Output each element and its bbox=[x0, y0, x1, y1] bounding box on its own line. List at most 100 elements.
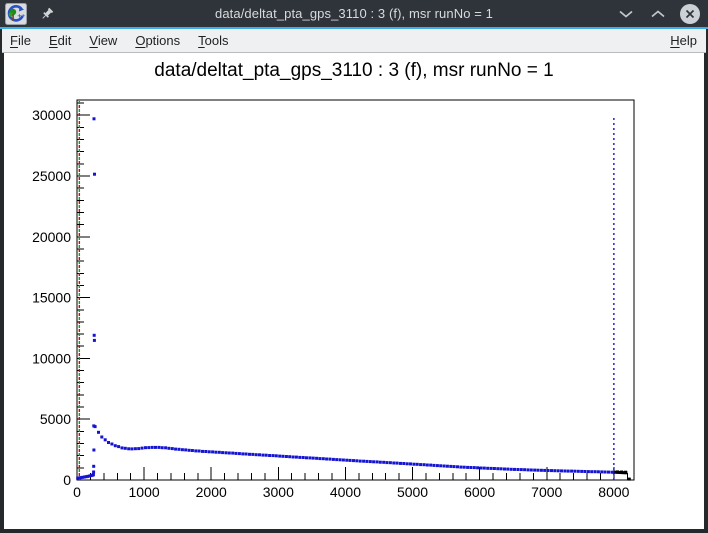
data-point bbox=[516, 468, 520, 471]
data-point bbox=[93, 425, 97, 429]
data-point bbox=[103, 438, 107, 442]
data-point bbox=[533, 468, 537, 472]
data-point bbox=[566, 469, 570, 473]
data-point bbox=[201, 449, 204, 453]
pin-icon[interactable] bbox=[39, 6, 55, 22]
data-point bbox=[271, 454, 275, 458]
data-point bbox=[221, 451, 225, 455]
data-point bbox=[321, 457, 325, 461]
data-point bbox=[415, 462, 419, 466]
data-point bbox=[92, 333, 96, 337]
data-point bbox=[308, 456, 312, 460]
data-point bbox=[211, 450, 215, 454]
data-point bbox=[536, 468, 540, 472]
x-tick-label: 7000 bbox=[531, 484, 562, 500]
data-point bbox=[237, 452, 241, 456]
data-point bbox=[204, 450, 208, 453]
menu-view[interactable]: View bbox=[89, 33, 118, 48]
data-point bbox=[147, 446, 151, 450]
data-point bbox=[539, 468, 543, 472]
data-point bbox=[123, 446, 127, 450]
data-point bbox=[368, 460, 372, 464]
data-point bbox=[92, 338, 96, 342]
data-point bbox=[338, 458, 342, 462]
data-point bbox=[348, 458, 352, 462]
menu-options[interactable]: Options bbox=[135, 33, 181, 48]
titlebar-buttons bbox=[616, 0, 700, 27]
data-point bbox=[553, 469, 557, 473]
y-tick-label: 10000 bbox=[32, 350, 71, 366]
chevron-up-icon bbox=[651, 9, 665, 17]
data-point bbox=[82, 475, 86, 479]
data-point bbox=[180, 448, 184, 452]
data-point bbox=[618, 471, 622, 474]
data-point bbox=[341, 458, 345, 462]
data-point bbox=[616, 470, 620, 474]
data-point bbox=[526, 468, 530, 472]
data-point bbox=[513, 467, 516, 471]
data-point bbox=[550, 469, 553, 473]
data-point bbox=[593, 470, 597, 474]
data-point bbox=[482, 466, 486, 470]
data-point bbox=[241, 452, 245, 456]
data-point bbox=[110, 442, 114, 446]
data-point bbox=[452, 465, 456, 469]
root-logo-icon[interactable]: ++ bbox=[5, 2, 27, 25]
data-point bbox=[529, 468, 533, 472]
x-tick-label: 4000 bbox=[330, 484, 361, 500]
data-point bbox=[612, 470, 616, 474]
x-tick-label: 1000 bbox=[129, 484, 160, 500]
data-point bbox=[365, 459, 369, 463]
data-point bbox=[224, 451, 228, 455]
data-point bbox=[395, 461, 399, 465]
data-point bbox=[325, 457, 329, 461]
chevron-down-icon bbox=[619, 10, 633, 18]
plot-svg[interactable]: 0 1000 2000 3000 4000 5000 6000 7000 8000 0 5000 10… bbox=[4, 53, 704, 529]
data-point bbox=[76, 476, 80, 480]
data-point bbox=[590, 470, 594, 474]
titlebar[interactable]: ++ data/deltat_pta_gps_3110 : 3 (f), msr… bbox=[0, 0, 708, 29]
data-point bbox=[583, 470, 587, 473]
maximize-button[interactable] bbox=[648, 4, 668, 24]
data-point bbox=[113, 444, 117, 448]
data-point bbox=[217, 450, 221, 454]
data-point bbox=[622, 471, 626, 475]
data-point bbox=[382, 460, 386, 464]
y-tick-label: 30000 bbox=[32, 107, 71, 123]
data-point bbox=[570, 469, 574, 473]
menu-tools[interactable]: Tools bbox=[198, 33, 229, 48]
data-point bbox=[372, 460, 376, 464]
data-point bbox=[92, 117, 96, 121]
data-point bbox=[174, 447, 178, 451]
data-point bbox=[499, 467, 503, 471]
data-point bbox=[462, 465, 466, 469]
data-point bbox=[77, 476, 81, 480]
x-tick-label: 5000 bbox=[397, 484, 428, 500]
x-tick-label: 6000 bbox=[464, 484, 495, 500]
data-point bbox=[197, 449, 201, 453]
data-point bbox=[362, 459, 366, 463]
data-point bbox=[117, 445, 121, 449]
close-button[interactable] bbox=[680, 3, 700, 24]
data-point bbox=[509, 467, 513, 471]
data-point bbox=[92, 470, 96, 474]
data-point bbox=[456, 465, 459, 469]
minimize-button[interactable] bbox=[616, 4, 636, 24]
data-point bbox=[425, 463, 429, 467]
data-point bbox=[459, 465, 463, 469]
menu-file[interactable]: File bbox=[10, 33, 31, 48]
data-point bbox=[150, 445, 154, 449]
plot-canvas[interactable]: data/deltat_pta_gps_3110 : 3 (f), msr ru… bbox=[4, 53, 704, 529]
data-point bbox=[264, 453, 268, 457]
data-point bbox=[352, 459, 355, 463]
data-point bbox=[472, 466, 476, 470]
data-point bbox=[298, 455, 302, 459]
data-point bbox=[439, 464, 443, 468]
data-point bbox=[563, 469, 567, 473]
menu-help[interactable]: Help bbox=[670, 33, 697, 48]
data-point bbox=[207, 450, 211, 454]
data-point bbox=[92, 464, 96, 468]
data-point bbox=[624, 470, 628, 474]
data-point bbox=[93, 172, 96, 176]
menu-edit[interactable]: Edit bbox=[48, 33, 72, 48]
